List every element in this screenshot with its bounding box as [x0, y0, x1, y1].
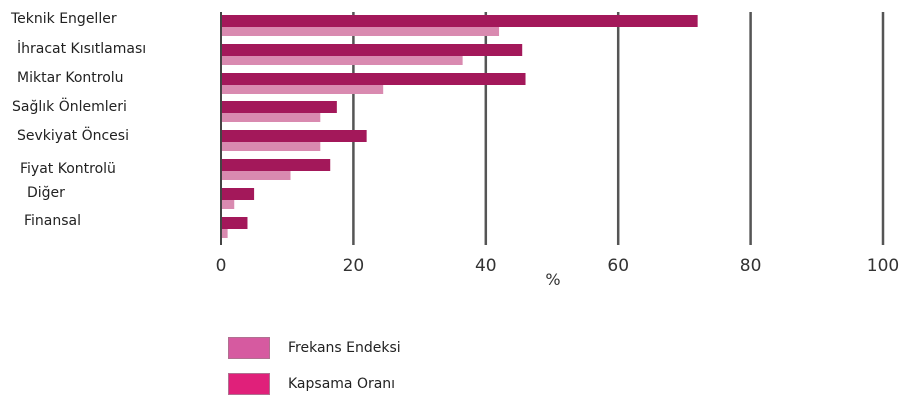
x-tick-label: 100	[867, 256, 899, 276]
bar-kapsama	[222, 188, 255, 200]
bar-frekans	[222, 27, 500, 36]
x-tick-label: 80	[740, 256, 762, 276]
legend-label-kapsama: Kapsama Oranı	[288, 376, 396, 392]
bar-kapsama	[222, 159, 331, 171]
x-tick-label: 0	[216, 256, 227, 276]
x-tick-label: 40	[475, 256, 497, 276]
bar-frekans	[222, 200, 235, 209]
bar-kapsama	[222, 217, 248, 229]
bar-kapsama	[222, 101, 337, 113]
legend-label-frekans: Frekans Endeksi	[288, 340, 401, 356]
category-label: Sevkiyat Öncesi	[17, 126, 129, 144]
bar-kapsama	[222, 44, 523, 56]
category-label: Fiyat Kontrolü	[20, 161, 116, 177]
bar-frekans	[222, 56, 463, 65]
x-tick-label: 20	[343, 256, 365, 276]
bars	[222, 15, 698, 238]
x-tick-label: 60	[607, 256, 629, 276]
category-labels: Teknik Engeller İhracat Kısıtlaması Miktar…	[10, 11, 146, 229]
bar-frekans	[222, 171, 291, 180]
x-axis-title: %	[545, 270, 560, 289]
category-label: Diğer	[27, 185, 65, 201]
bar-chart: Teknik Engeller İhracat Kısıtlaması Miktar…	[10, 11, 900, 289]
legend: Frekans Endeksi Kapsama Oranı	[228, 336, 401, 408]
legend-item-kapsama: Kapsama Oranı	[228, 372, 401, 396]
category-label: Sağlık Önlemleri	[12, 97, 127, 115]
legend-swatch-kapsama	[228, 373, 270, 395]
bar-frekans	[222, 229, 228, 238]
legend-swatch-frekans	[228, 337, 270, 359]
category-label: Miktar Kontrolu	[17, 70, 124, 86]
category-label: İhracat Kısıtlaması	[17, 39, 146, 57]
x-tick-labels: 0 20 40 60 80 100	[216, 256, 900, 276]
bar-kapsama	[222, 15, 698, 27]
bar-frekans	[222, 113, 321, 122]
bar-frekans	[222, 142, 321, 151]
bar-frekans	[222, 85, 384, 94]
category-label: Teknik Engeller	[10, 11, 117, 27]
bar-kapsama	[222, 73, 526, 85]
category-label: Finansal	[24, 213, 81, 229]
bar-kapsama	[222, 130, 367, 142]
legend-item-frekans: Frekans Endeksi	[228, 336, 401, 360]
